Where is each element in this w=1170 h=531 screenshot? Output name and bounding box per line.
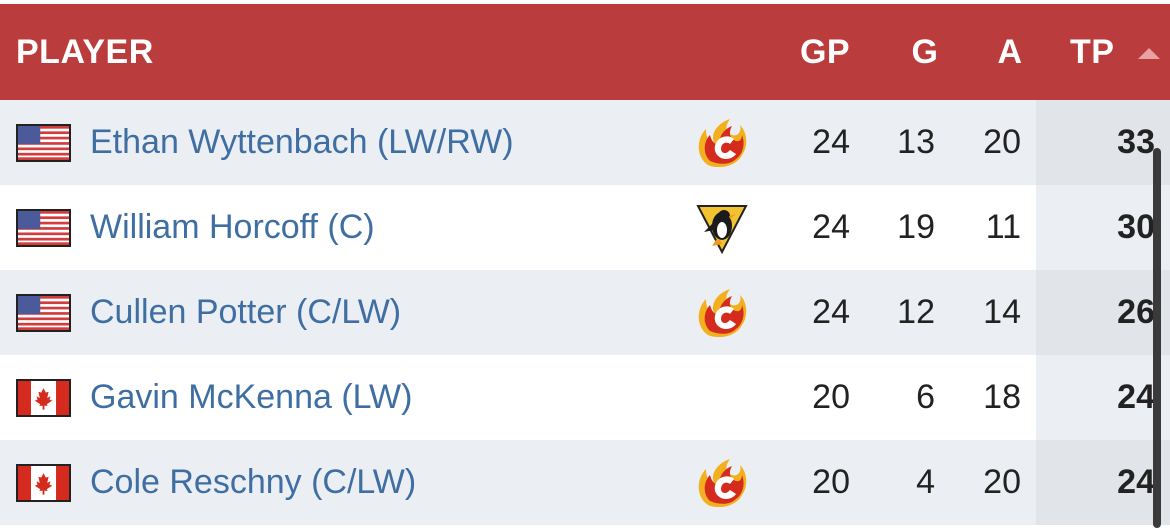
usa-flag-icon [16, 294, 71, 332]
table-row: Gavin McKenna (LW) 20 6 18 24 [0, 355, 1170, 440]
a-value: 14 [983, 293, 1021, 331]
tp-column-band [1036, 100, 1170, 185]
usa-flag-icon [16, 209, 71, 247]
player-name-link[interactable]: Cullen Potter (C/LW) [90, 293, 402, 331]
pittsburgh-penguins-logo [694, 202, 750, 254]
gp-value: 24 [812, 208, 850, 246]
usa-flag-icon [16, 124, 71, 162]
tp-column-band [1036, 355, 1170, 440]
tp-column-band [1036, 270, 1170, 355]
calgary-flames-logo [694, 117, 750, 169]
calgary-flames-logo [694, 457, 750, 509]
a-value: 11 [985, 208, 1021, 246]
a-value: 20 [983, 463, 1021, 501]
canada-flag-icon [16, 464, 71, 502]
tp-column-band [1036, 185, 1170, 270]
player-name-link[interactable]: William Horcoff (C) [90, 208, 375, 246]
canada-flag-icon [16, 379, 71, 417]
tp-value: 26 [1117, 293, 1155, 331]
g-value: 13 [897, 123, 935, 161]
a-value: 20 [983, 123, 1021, 161]
tp-value: 24 [1117, 463, 1155, 501]
gp-value: 20 [812, 463, 850, 501]
tp-value: 30 [1117, 208, 1155, 246]
column-header-player[interactable]: PLAYER [16, 33, 154, 71]
tp-value: 33 [1117, 123, 1155, 161]
g-value: 12 [897, 293, 935, 331]
player-name-link[interactable]: Ethan Wyttenbach (LW/RW) [90, 123, 514, 161]
gp-value: 24 [812, 123, 850, 161]
table-row: William Horcoff (C) 24 19 11 30 [0, 185, 1170, 270]
g-value: 6 [916, 378, 935, 416]
g-value: 19 [897, 208, 935, 246]
table-row: Cullen Potter (C/LW) 24 12 14 26 [0, 270, 1170, 355]
gp-value: 24 [812, 293, 850, 331]
column-header-a[interactable]: A [997, 33, 1023, 71]
tp-column-band [1036, 440, 1170, 525]
player-name-link[interactable]: Gavin McKenna (LW) [90, 378, 413, 416]
sort-ascending-icon[interactable] [1138, 48, 1160, 59]
gp-value: 20 [812, 378, 850, 416]
vertical-scrollbar[interactable] [1153, 148, 1161, 528]
column-header-g[interactable]: G [911, 33, 939, 71]
table-row: Ethan Wyttenbach (LW/RW) 24 13 20 33 [0, 100, 1170, 185]
column-header-gp[interactable]: GP [799, 33, 851, 71]
table-header: PLAYER GP G A TP [0, 4, 1170, 100]
g-value: 4 [916, 463, 935, 501]
calgary-flames-logo [694, 287, 750, 339]
a-value: 18 [983, 378, 1021, 416]
player-name-link[interactable]: Cole Reschny (C/LW) [90, 463, 417, 501]
tp-value: 24 [1117, 378, 1155, 416]
column-header-tp[interactable]: TP [1070, 33, 1115, 71]
table-row: Cole Reschny (C/LW) 20 4 20 24 [0, 440, 1170, 525]
